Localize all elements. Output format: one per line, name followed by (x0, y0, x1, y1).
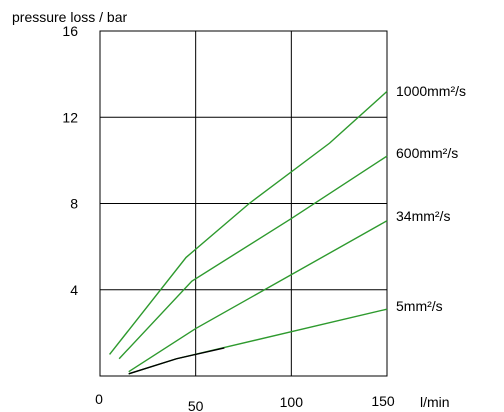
series-labels: 1000mm²/s 600mm²/s 34mm²/s 5mm²/s (396, 83, 466, 314)
x-tick-label: 0 (95, 391, 103, 407)
series-layer (109, 90, 388, 375)
y-tick-label: 16 (62, 23, 78, 39)
y-tick-label: 4 (70, 282, 78, 298)
series-line (128, 308, 388, 375)
x-tick-label: 100 (280, 394, 304, 410)
x-tick-label: 150 (371, 393, 395, 409)
series-line (118, 155, 388, 360)
y-tick-label: 12 (62, 109, 78, 125)
series-label: 5mm²/s (396, 298, 443, 314)
series-label: 34mm²/s (396, 208, 450, 224)
series-line (128, 220, 388, 373)
y-axis-title: pressure loss / bar (12, 9, 127, 25)
series-label: 600mm²/s (396, 145, 458, 161)
series-line (128, 347, 225, 375)
x-tick-labels: 0 50 100 150 (95, 391, 395, 412)
x-axis-title: l/min (420, 394, 450, 410)
grid (99, 30, 388, 377)
x-tick-label: 50 (188, 398, 204, 412)
y-tick-labels: 4 8 12 16 (62, 23, 78, 298)
series-line (109, 90, 388, 355)
series-label: 1000mm²/s (396, 83, 466, 99)
y-tick-label: 8 (70, 196, 78, 212)
